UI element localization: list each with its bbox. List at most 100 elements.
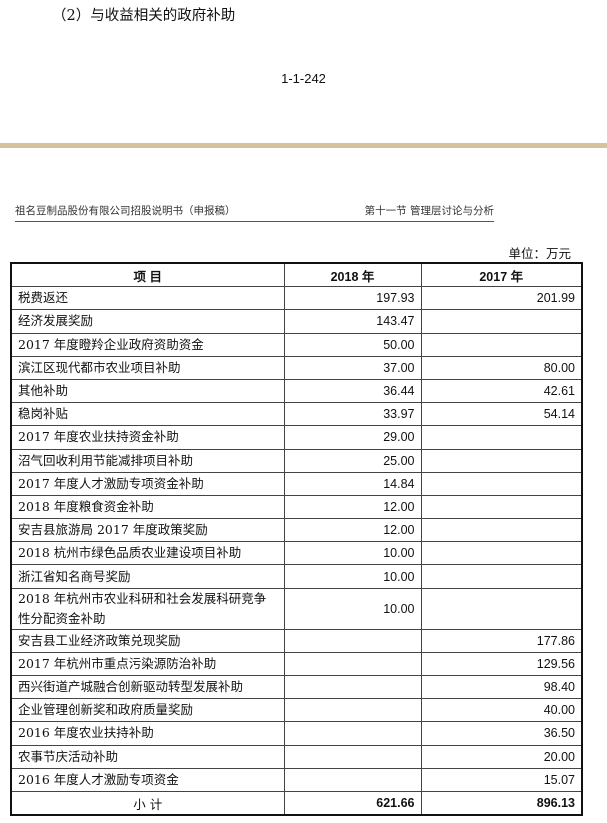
cell-item: 滨江区现代都市农业项目补助 [10,355,285,380]
cell-val-2017 [420,471,583,496]
cell-val-2018 [283,674,422,700]
cell-val-2018 [283,767,422,792]
cell-item: 浙江省知名商号奖励 [10,564,285,589]
cell-val-2017: 80.00 [420,355,583,380]
cell-item: 稳岗补贴 [10,402,285,427]
cell-item: 2018 年杭州市农业科研和社会发展科研竞争性分配资金补助 [10,587,285,630]
cell-item: 农事节庆活动补助 [10,744,285,769]
table-row: 2016 年度人才激励专项资金 15.07 [10,767,583,792]
section-heading: （2）与收益相关的政府补助 [52,8,236,24]
cell-item: 西兴街道产城融合创新驱动转型发展补助 [10,674,285,700]
cell-val-2017 [420,494,583,520]
table-row: 安吉县工业经济政策兑现奖励 177.86 [10,628,583,653]
cell-val-2018 [283,651,422,677]
cell-val-2017 [420,448,583,473]
cell-val-2018: 36.44 [283,378,422,404]
table-row: 2018 年杭州市农业科研和社会发展科研竞争性分配资金补助 10.00 [10,587,583,630]
subsidy-table: 项 目 2018 年 2017 年 税费返还 197.93 201.99 经济发展奖励… [10,262,583,817]
total-2018: 621.66 [283,790,422,816]
cell-val-2018: 10.00 [283,541,422,566]
cell-val-2018 [283,698,422,723]
cell-item: 2018 年度粮食资金补助 [10,494,285,520]
table-row: 经济发展奖励 143.47 [10,309,583,334]
table-row: 2018 年度粮食资金补助 12.00 [10,494,583,520]
cell-val-2017: 201.99 [420,286,583,311]
table-row: 2017 年度瞪羚企业政府资助资金 50.00 [10,332,583,357]
cell-val-2018: 37.00 [283,355,422,380]
cell-val-2017 [420,564,583,589]
cell-val-2018 [283,628,422,653]
cell-item: 2017 年度人才激励专项资金补助 [10,471,285,496]
header-2017: 2017 年 [420,262,583,288]
table-row: 2017 年度农业扶持资金补助 29.00 [10,425,583,450]
cell-val-2018 [283,721,422,746]
cell-val-2017: 40.00 [420,698,583,723]
cell-val-2018: 10.00 [283,564,422,589]
cell-item: 经济发展奖励 [10,309,285,334]
header-row: 项 目 2018 年 2017 年 [10,262,583,288]
table-row: 稳岗补贴 33.97 54.14 [10,402,583,427]
cell-val-2018: 10.00 [283,587,422,630]
cell-val-2017: 129.56 [420,651,583,677]
cell-val-2017 [420,309,583,334]
total-2017: 896.13 [420,790,583,816]
cell-item: 2016 年度农业扶持补助 [10,721,285,746]
document-title: 祖名豆制品股份有限公司招股说明书（申报稿） [15,205,236,217]
table-row: 其他补助 36.44 42.61 [10,378,583,404]
cell-val-2018: 143.47 [283,309,422,334]
cell-item: 2018 杭州市绿色品质农业建设项目补助 [10,541,285,566]
table-row: 浙江省知名商号奖励 10.00 [10,564,583,589]
cell-item: 其他补助 [10,378,285,404]
table-row: 2017 年度人才激励专项资金补助 14.84 [10,471,583,496]
cell-val-2018: 29.00 [283,425,422,450]
cell-item: 安吉县工业经济政策兑现奖励 [10,628,285,653]
header-item: 项 目 [10,262,285,288]
cell-val-2017: 15.07 [420,767,583,792]
cell-val-2017 [420,518,583,543]
cell-val-2017: 36.50 [420,721,583,746]
total-label: 小 计 [10,790,285,816]
cell-val-2018: 25.00 [283,448,422,473]
cell-item: 2017 年杭州市重点污染源防治补助 [10,651,285,677]
cell-val-2017 [420,587,583,630]
cell-val-2017: 42.61 [420,378,583,404]
cell-val-2018: 12.00 [283,494,422,520]
cell-val-2018: 12.00 [283,518,422,543]
table-row: 滨江区现代都市农业项目补助 37.00 80.00 [10,355,583,380]
header-2018: 2018 年 [283,262,422,288]
cell-item: 2017 年度瞪羚企业政府资助资金 [10,332,285,357]
page-separator [0,143,607,148]
table-row: 企业管理创新奖和政府质量奖励 40.00 [10,698,583,723]
table-row: 西兴街道产城融合创新驱动转型发展补助 98.40 [10,674,583,700]
page-number: 1-1-242 [281,71,326,86]
table-row: 2016 年度农业扶持补助 36.50 [10,721,583,746]
total-row: 小 计 621.66 896.13 [10,790,583,816]
cell-val-2017: 54.14 [420,402,583,427]
cell-val-2018 [283,744,422,769]
cell-val-2017: 177.86 [420,628,583,653]
section-title: 第十一节 管理层讨论与分析 [364,205,494,217]
cell-val-2018: 33.97 [283,402,422,427]
cell-item: 税费返还 [10,286,285,311]
cell-item: 沼气回收利用节能减排项目补助 [10,448,285,473]
table-row: 安吉县旅游局 2017 年度政策奖励 12.00 [10,518,583,543]
table-row: 2017 年杭州市重点污染源防治补助 129.56 [10,651,583,677]
table-row: 2018 杭州市绿色品质农业建设项目补助 10.00 [10,541,583,566]
cell-item: 2016 年度人才激励专项资金 [10,767,285,792]
unit-label: 单位：万元 [508,246,571,261]
cell-val-2017 [420,425,583,450]
running-header: 祖名豆制品股份有限公司招股说明书（申报稿） 第十一节 管理层讨论与分析 [15,203,494,222]
table-row: 农事节庆活动补助 20.00 [10,744,583,769]
cell-val-2018: 14.84 [283,471,422,496]
cell-item: 企业管理创新奖和政府质量奖励 [10,698,285,723]
cell-val-2017: 98.40 [420,674,583,700]
table-row: 税费返还 197.93 201.99 [10,286,583,311]
cell-val-2018: 50.00 [283,332,422,357]
cell-val-2017: 20.00 [420,744,583,769]
cell-item: 安吉县旅游局 2017 年度政策奖励 [10,518,285,543]
cell-val-2017 [420,541,583,566]
cell-val-2018: 197.93 [283,286,422,311]
table-row: 沼气回收利用节能减排项目补助 25.00 [10,448,583,473]
cell-val-2017 [420,332,583,357]
cell-item: 2017 年度农业扶持资金补助 [10,425,285,450]
